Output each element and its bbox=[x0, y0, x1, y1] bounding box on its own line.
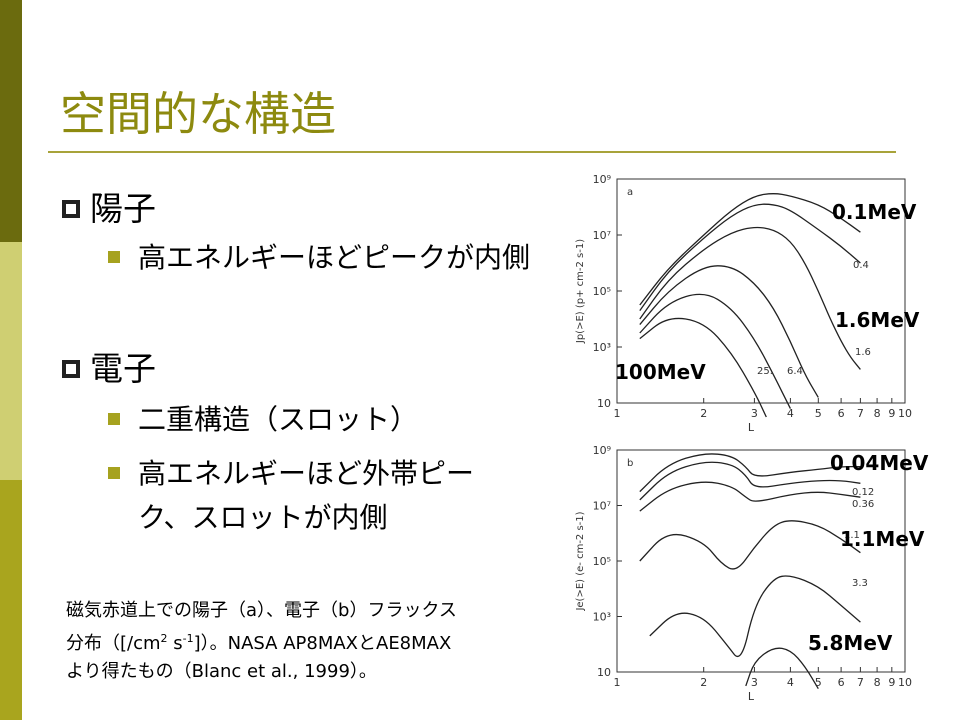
x-tick-label: 6 bbox=[838, 407, 845, 420]
series-curve-4 bbox=[649, 575, 861, 658]
x-tick-label: 9 bbox=[888, 676, 895, 689]
y-tick-label: 10 bbox=[597, 397, 611, 410]
x-tick-label: 4 bbox=[787, 407, 794, 420]
bullet-proton: 陽子 bbox=[62, 182, 156, 230]
series-curve-3 bbox=[639, 520, 861, 570]
y-axis-label: Je(>E) (e- cm-2 s-1) bbox=[575, 511, 586, 611]
x-tick-label: 5 bbox=[815, 676, 822, 689]
sub-bullet-text: 高エネルギーほど外帯ピーク、スロットが内側 bbox=[138, 457, 475, 534]
x-tick-label: 8 bbox=[874, 407, 881, 420]
energy-annotation: 1.6MeV bbox=[835, 308, 920, 332]
series-curve-2 bbox=[639, 481, 861, 512]
x-axis-label: L bbox=[748, 690, 755, 703]
x-tick-label: 3 bbox=[751, 676, 758, 689]
x-tick-label: 1 bbox=[614, 407, 621, 420]
y-tick-label: 10⁷ bbox=[593, 500, 611, 513]
x-tick-label: 8 bbox=[874, 676, 881, 689]
curve-label: 1.6 bbox=[855, 347, 871, 358]
hollow-square-bullet-icon bbox=[62, 200, 80, 218]
x-tick-label: 4 bbox=[787, 676, 794, 689]
sub-bullet-text: 高エネルギーほどピークが内側 bbox=[138, 241, 531, 274]
series-curve-4 bbox=[639, 293, 791, 409]
series-curve-2 bbox=[639, 226, 861, 370]
x-axis-label: L bbox=[748, 421, 755, 434]
x-tick-label: 2 bbox=[700, 676, 707, 689]
energy-annotation: 1.1MeV bbox=[840, 527, 925, 551]
y-tick-label: 10⁹ bbox=[593, 173, 611, 186]
y-tick-label: 10 bbox=[597, 666, 611, 679]
y-tick-label: 10⁹ bbox=[593, 444, 611, 457]
energy-annotation: 5.8MeV bbox=[808, 631, 893, 655]
sub-bullet-proton-1: 高エネルギーほどピークが内側 bbox=[108, 236, 533, 280]
series-curve-5 bbox=[639, 317, 767, 418]
sidebar-stripe-bottom bbox=[0, 480, 22, 720]
y-tick-label: 10³ bbox=[593, 611, 611, 624]
hollow-square-bullet-icon bbox=[62, 360, 80, 378]
x-tick-label: 2 bbox=[700, 407, 707, 420]
energy-annotation: 100MeV bbox=[615, 360, 706, 384]
sidebar-stripe-middle bbox=[0, 242, 22, 480]
panel-letter: b bbox=[627, 458, 633, 469]
caption-line-1: 磁気赤道上での陽子（a）、電子（b）フラックス bbox=[66, 600, 457, 621]
series-curve-3 bbox=[639, 265, 819, 398]
x-tick-label: 9 bbox=[888, 407, 895, 420]
series-curve-0 bbox=[639, 453, 861, 493]
sub-bullet-text: 二重構造（スロット） bbox=[138, 403, 419, 436]
y-tick-label: 10³ bbox=[593, 341, 611, 354]
curve-label: 6.4 bbox=[787, 366, 803, 377]
figure-caption: 磁気赤道上での陽子（a）、電子（b）フラックス 分布（[/cm2 s-1]）。N… bbox=[66, 597, 457, 686]
sidebar-stripe-top bbox=[0, 0, 22, 242]
square-bullet-icon bbox=[108, 413, 120, 425]
caption-line-3: より得たもの（Blanc et al., 1999）。 bbox=[66, 661, 377, 682]
square-bullet-icon bbox=[108, 251, 120, 263]
energy-annotation: 0.1MeV bbox=[832, 200, 917, 224]
series-curve-5 bbox=[745, 647, 819, 690]
curve-label: 0.4 bbox=[853, 260, 869, 271]
x-tick-label: 5 bbox=[815, 407, 822, 420]
energy-annotation: 0.04MeV bbox=[830, 451, 929, 475]
slide-title: 空間的な構造 bbox=[60, 87, 336, 141]
x-tick-label: 7 bbox=[857, 407, 864, 420]
bullet-electron-label: 電子 bbox=[90, 349, 156, 388]
curve-label: 25. bbox=[757, 366, 773, 377]
series-curve-0 bbox=[639, 193, 861, 306]
y-tick-label: 10⁷ bbox=[593, 229, 611, 242]
x-tick-label: 1 bbox=[614, 676, 621, 689]
caption-line-2: 分布（[/cm2 s-1]）。NASA AP8MAXとAE8MAX bbox=[66, 632, 452, 654]
x-tick-label: 3 bbox=[751, 407, 758, 420]
series-curve-1 bbox=[639, 203, 861, 311]
y-tick-label: 10⁵ bbox=[593, 555, 611, 568]
curve-label: 0.36 bbox=[852, 499, 874, 510]
curve-label: 0.12 bbox=[852, 487, 874, 498]
y-tick-label: 10⁵ bbox=[593, 285, 611, 298]
x-tick-label: 10 bbox=[898, 676, 912, 689]
curve-label: 3.3 bbox=[852, 578, 868, 589]
series-curve-1 bbox=[639, 461, 861, 501]
sub-bullet-electron-1: 二重構造（スロット） bbox=[108, 398, 538, 442]
panel-letter: a bbox=[627, 187, 633, 198]
curve-label: 1.1 bbox=[844, 530, 860, 541]
title-divider bbox=[48, 151, 896, 153]
x-tick-label: 10 bbox=[898, 407, 912, 420]
bullet-proton-label: 陽子 bbox=[90, 189, 156, 228]
square-bullet-icon bbox=[108, 467, 120, 479]
bullet-electron: 電子 bbox=[62, 342, 156, 390]
y-axis-label: Jp(>E) (p+ cm-2 s-1) bbox=[575, 239, 586, 344]
x-tick-label: 6 bbox=[838, 676, 845, 689]
x-tick-label: 7 bbox=[857, 676, 864, 689]
sub-bullet-electron-2: 高エネルギーほど外帯ピーク、スロットが内側 bbox=[108, 452, 513, 540]
